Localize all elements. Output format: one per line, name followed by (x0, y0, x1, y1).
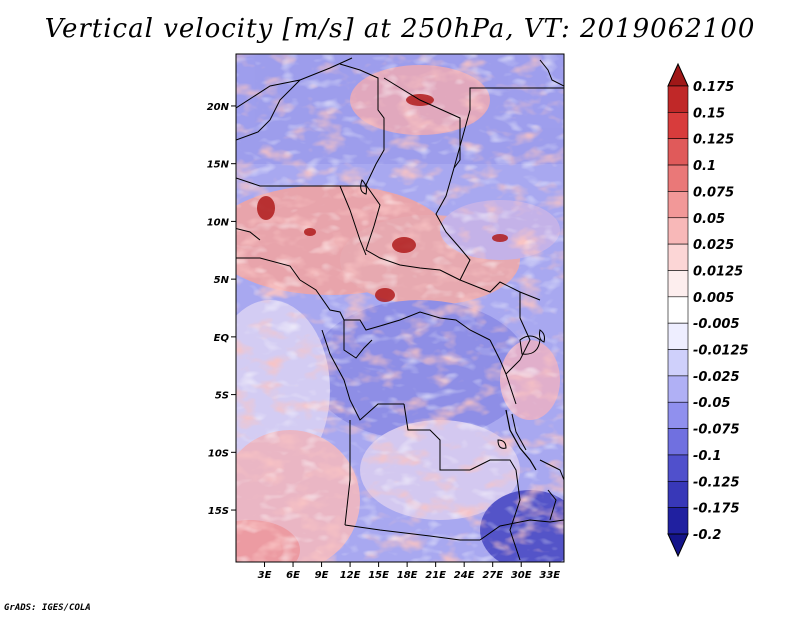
lon-tick-label: 9E (315, 570, 329, 581)
colorbar-bin (667, 270, 689, 298)
colorbar-level-label: -0.025 (693, 370, 740, 385)
colorbar-level-label: -0.125 (693, 475, 740, 490)
colorbar-level-label: 0.025 (693, 238, 734, 253)
lon-tick-label: 18E (397, 570, 418, 581)
colorbar-bin (667, 507, 689, 535)
colorbar-bin (667, 375, 689, 403)
colorbar-level-label: -0.2 (693, 528, 721, 543)
chart-title: Vertical velocity [m/s] at 250hPa, VT: 2… (44, 14, 756, 44)
colorbar-bin (667, 296, 689, 324)
colorbar-level-label: 0.05 (693, 212, 725, 227)
colorbar-max-arrow (667, 62, 689, 87)
lat-tick-label: EQ (214, 333, 230, 344)
colorbar-bin (667, 401, 689, 429)
colorbar-level-label: 0.1 (693, 159, 716, 174)
colorbar-level-label: -0.0125 (693, 344, 749, 359)
colorbar-bin (667, 217, 689, 245)
updraft-spots (257, 94, 508, 302)
colorbar-bin (667, 164, 689, 192)
lon-tick-label: 15E (368, 570, 389, 581)
lat-tick-label: 10S (208, 448, 229, 459)
lon-tick-label: 24E (454, 570, 475, 581)
lon-tick-label: 6E (286, 570, 300, 581)
colorbar-level-label: 0.005 (693, 291, 734, 306)
colorbar-bin (667, 112, 689, 140)
plot-frame (235, 53, 565, 563)
colorbar-level-label: 0.175 (693, 80, 734, 95)
colorbar-level-label: 0.125 (693, 133, 734, 148)
colorbar-bin (667, 191, 689, 219)
colorbar-level-label: -0.175 (693, 502, 740, 517)
lat-tick-label: 15N (207, 160, 230, 171)
colorbar-bin (667, 480, 689, 508)
colorbar-level-label: 0.075 (693, 185, 734, 200)
colorbar-bin (667, 454, 689, 482)
colorbar-bin (667, 138, 689, 166)
colorbar-level-label: -0.075 (693, 423, 740, 438)
colorbar-level-label: -0.1 (693, 449, 721, 464)
colorbar: 0.175 0.15 0.125 0.1 0.075 0.05 0.025 0.0125 0.0… (667, 62, 749, 558)
colorbar-level-label: -0.005 (693, 317, 740, 332)
lon-tick-label: 33E (539, 570, 560, 581)
colorbar-bin (667, 243, 689, 271)
colorbar-bin (667, 349, 689, 377)
field-layer (236, 54, 564, 562)
lon-axis: 3E 6E 9E 12E 15E 18E 21E 24E 27E 30E 33E (258, 562, 560, 581)
lon-tick-label: 27E (482, 570, 503, 581)
lat-tick-label: 5N (214, 275, 230, 286)
colorbar-bin (667, 322, 689, 350)
colorbar-bin (667, 85, 689, 113)
colorbar-level-label: 0.0125 (693, 264, 743, 279)
lat-tick-label: 10N (207, 217, 230, 228)
colorbar-bin (667, 428, 689, 456)
colorbar-level-label: -0.05 (693, 396, 730, 411)
boundaries (236, 57, 564, 561)
lat-tick-label: 20N (207, 102, 230, 113)
lat-axis: 20N 15N 10N 5N EQ 5S 10S 15S (207, 102, 236, 517)
lat-tick-label: 15S (208, 506, 229, 517)
credit-text: GrADS: IGES/COLA (4, 603, 91, 613)
lon-tick-label: 21E (425, 570, 446, 581)
lat-tick-label: 5S (215, 391, 229, 402)
lon-tick-label: 12E (340, 570, 361, 581)
lon-tick-label: 30E (511, 570, 532, 581)
lon-tick-label: 3E (258, 570, 272, 581)
colorbar-level-label: 0.15 (693, 106, 725, 121)
colorbar-min-arrow (667, 533, 689, 558)
